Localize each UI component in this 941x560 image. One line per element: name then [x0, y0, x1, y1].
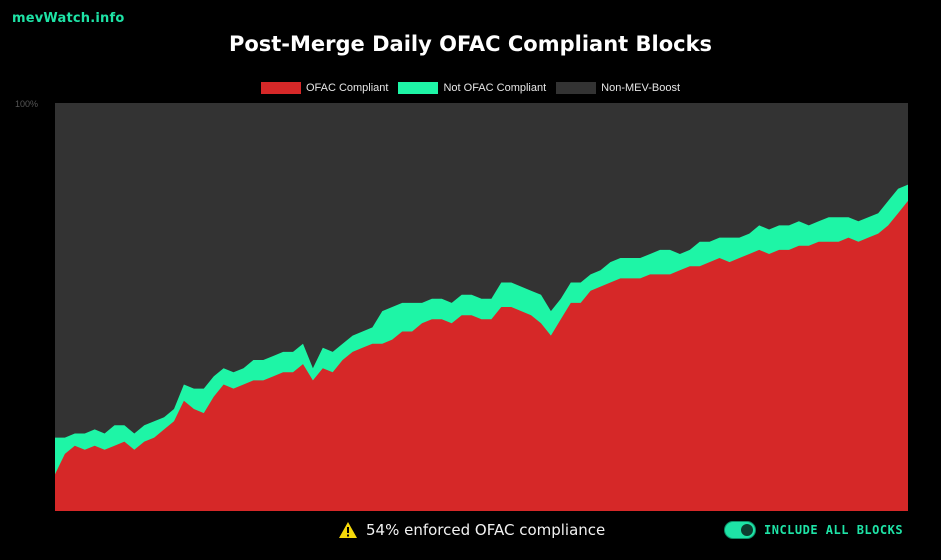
legend-swatch-not-ofac	[398, 82, 439, 94]
include-all-blocks-toggle[interactable]	[724, 521, 756, 539]
compliance-note: 54% enforced OFAC compliance	[338, 521, 605, 539]
legend-swatch-ofac	[260, 82, 301, 94]
legend-label-ofac: OFAC Compliant	[305, 82, 389, 94]
include-all-blocks-label[interactable]: INCLUDE ALL BLOCKS	[764, 523, 904, 537]
legend-label-non-mev-boost: Non-MEV-Boost	[601, 82, 681, 94]
brand-logo-text[interactable]: mevWatch.info	[12, 11, 125, 26]
legend-label-not-ofac: Not OFAC Compliant	[443, 82, 547, 94]
compliance-text: 54% enforced OFAC compliance	[366, 521, 606, 539]
chart-legend: OFAC Compliant Not OFAC Compliant Non-ME…	[0, 82, 941, 94]
legend-item-non-mev-boost[interactable]: Non-MEV-Boost	[556, 82, 680, 94]
legend-item-ofac[interactable]: OFAC Compliant	[260, 82, 389, 94]
include-all-blocks-control[interactable]: INCLUDE ALL BLOCKS	[724, 521, 903, 539]
legend-item-not-ofac[interactable]: Not OFAC Compliant	[398, 82, 546, 94]
warning-triangle-icon	[339, 522, 357, 538]
y-axis-top-tick: 100%	[15, 99, 39, 109]
legend-swatch-non-mev-boost	[556, 82, 597, 94]
ofac-compliant-area	[55, 200, 908, 511]
toggle-knob	[741, 524, 753, 536]
chart-title: Post-Merge Daily OFAC Compliant Blocks	[228, 32, 713, 56]
